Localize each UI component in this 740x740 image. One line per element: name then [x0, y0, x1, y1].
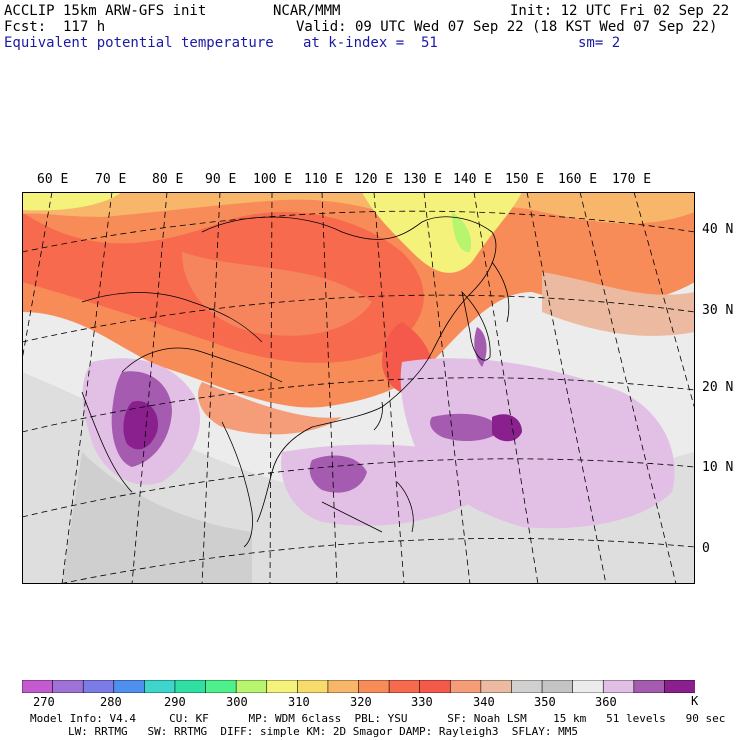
colorbar-tick: 300 [226, 695, 248, 709]
coastline [201, 216, 497, 523]
lon-label: 160 E [558, 172, 598, 187]
colorbar-tick: 270 [33, 695, 55, 709]
colorbar-swatch [22, 680, 54, 693]
border [121, 347, 283, 383]
colorbar-swatch [327, 680, 360, 693]
colorbar-swatch [572, 680, 605, 693]
gray-field [62, 452, 252, 584]
graticule [22, 192, 695, 584]
colorbar-tick: 290 [164, 695, 186, 709]
colorbar-swatch [358, 680, 390, 693]
colorbar-swatch [511, 680, 543, 693]
valid-time: Valid: 09 UTC Wed 07 Sep 22 (18 KST Wed … [296, 19, 718, 35]
lat-label: 40 N [702, 222, 734, 237]
warm-field [22, 192, 695, 224]
colorbar-swatch [664, 680, 695, 693]
colorbar-swatch [266, 680, 299, 693]
colorbar-swatch [235, 680, 268, 693]
forecast-hour: Fcst: 117 h [4, 19, 106, 35]
coastline [396, 481, 414, 533]
lon-label: 60 E [37, 172, 69, 187]
lon-label: 130 E [403, 172, 443, 187]
colorbar-swatch [82, 680, 115, 693]
field-name: Equivalent potential temperature [4, 35, 274, 51]
lon-label: 150 E [505, 172, 545, 187]
colorbar-unit: K [691, 694, 699, 708]
colorbar-tick: 310 [288, 695, 310, 709]
coastline [81, 391, 133, 493]
moist-field [492, 414, 522, 442]
colorbar [22, 680, 695, 693]
colorbar-swatch [52, 680, 84, 693]
colorbar-swatch [449, 680, 482, 693]
theta-e-map [22, 192, 695, 584]
colorbar-swatch [144, 680, 176, 693]
model-info-line2: LW: RRTMG SW: RRTMG DIFF: simple KM: 2D … [68, 725, 578, 738]
init-time: Init: 12 UTC Fri 02 Sep 22 [510, 3, 730, 19]
coastline [491, 261, 510, 323]
border [81, 292, 263, 343]
colorbar-swatch [602, 680, 635, 693]
mild-field [542, 272, 695, 336]
colorbar-tick: 360 [595, 695, 617, 709]
lon-label: 70 E [95, 172, 127, 187]
lon-label: 140 E [453, 172, 493, 187]
coastline [461, 290, 491, 361]
lat-label: 0 [702, 541, 710, 556]
lat-label: 30 N [702, 303, 734, 318]
lon-label: 120 E [354, 172, 394, 187]
model-info-line1: Model Info: V4.4 CU: KF MP: WDM 6class P… [30, 712, 726, 725]
colorbar-tick: 350 [534, 695, 556, 709]
colorbar-swatch [633, 680, 666, 693]
warm-field [182, 252, 372, 336]
colorbar-swatch [480, 680, 513, 693]
moist-field [123, 401, 158, 450]
moist-field [430, 413, 502, 442]
colorbar-swatch [205, 680, 237, 693]
moist-field [400, 358, 675, 529]
lon-label: 90 E [205, 172, 237, 187]
colorbar-swatch [113, 680, 146, 693]
lat-label: 20 N [702, 380, 734, 395]
colorbar-tick: 280 [100, 695, 122, 709]
lon-label: 110 E [304, 172, 344, 187]
warm-field [452, 212, 472, 253]
lon-label: 170 E [612, 172, 652, 187]
colorbar-tick: 340 [473, 695, 495, 709]
colorbar-tick: 330 [411, 695, 433, 709]
colorbar-swatch [388, 680, 421, 693]
colorbar-swatch [541, 680, 574, 693]
coastline [373, 401, 383, 431]
smoothing-label: sm= 2 [578, 35, 621, 51]
lon-label: 100 E [253, 172, 293, 187]
level-index: at k-index = 51 [303, 35, 438, 51]
moist-field [474, 327, 487, 367]
coastline [321, 501, 383, 533]
lon-label: 80 E [152, 172, 184, 187]
lat-label: 10 N [702, 460, 734, 475]
colorbar-swatch [297, 680, 329, 693]
colorbar-tick: 320 [350, 695, 372, 709]
model-title: ACCLIP 15km ARW-GFS init [4, 3, 207, 19]
colorbar-swatch [174, 680, 207, 693]
center-label: NCAR/MMM [273, 3, 341, 19]
mild-field [198, 382, 342, 435]
colorbar-swatch [419, 680, 452, 693]
map-frame [22, 192, 695, 584]
coastline [221, 421, 253, 548]
warm-field [22, 192, 122, 211]
